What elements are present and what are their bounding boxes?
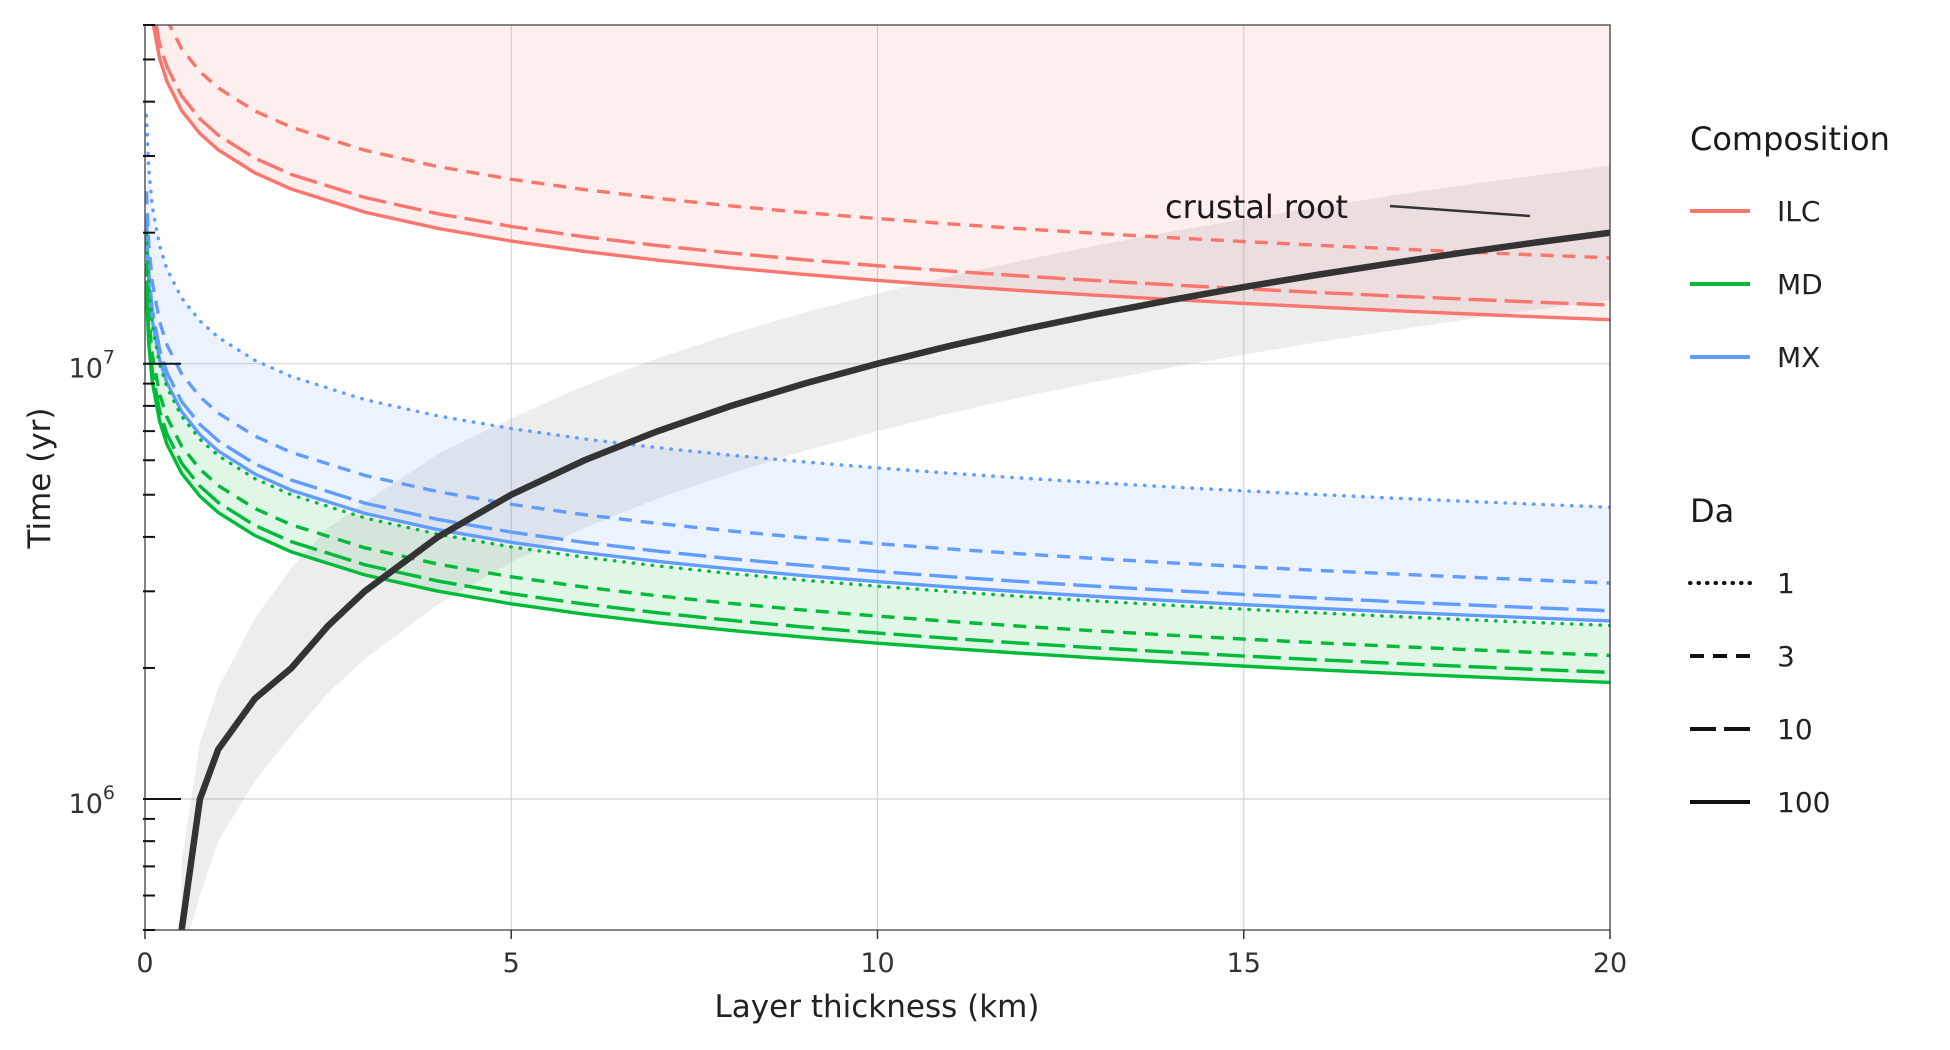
- legend-label-da-100: 100: [1777, 786, 1830, 819]
- legend-label-mx: MX: [1777, 341, 1820, 374]
- legend-composition-title: Composition: [1690, 120, 1890, 158]
- series-md-da3: [145, 263, 1610, 658]
- legend-composition-entries: ILC MD MX: [1690, 195, 1823, 374]
- y-tick-label: 106: [69, 782, 115, 820]
- legend-da-title: Da: [1690, 492, 1734, 530]
- shaded-region-md: [146, 233, 1610, 683]
- series-ilc-da10: [154, 25, 1610, 307]
- axes: 0 5 10 15 20 106 107: [69, 24, 1627, 979]
- legend: Composition ILC MD MX Da 1 3 10 100: [1688, 120, 1890, 819]
- y-axis-title: Time (yr): [22, 408, 58, 550]
- y-tick-label: 107: [69, 347, 115, 385]
- legend-label-da-3: 3: [1777, 640, 1795, 673]
- legend-label-da-10: 10: [1777, 713, 1813, 746]
- legend-da-entries: 1 3 10 100: [1688, 567, 1830, 819]
- x-tick-label: 5: [503, 948, 520, 979]
- series-mx-da10: [145, 218, 1610, 613]
- series-mx-da1: [145, 113, 1610, 509]
- crustal-root-line: [178, 229, 1610, 930]
- shaded-region-ilc: [153, 25, 1610, 320]
- crustal-root-annotation: crustal root: [1165, 188, 1348, 226]
- crustal-root-leader-line: [1389, 204, 1531, 218]
- series-ilc-da3: [167, 25, 1610, 260]
- series-mx-da100: [145, 229, 1610, 623]
- x-axis-title: Layer thickness (km): [715, 989, 1040, 1025]
- legend-label-ilc: ILC: [1777, 195, 1820, 228]
- series-md-da1: [145, 232, 1610, 628]
- x-tick-label: 20: [1593, 948, 1627, 979]
- series-mx-da3: [145, 191, 1610, 585]
- crustal-root-band-layer: [181, 165, 1610, 930]
- series-layer: [145, 25, 1610, 685]
- series-ilc-da100: [151, 25, 1610, 322]
- series-md-da100: [145, 290, 1610, 685]
- crustal-root-band: [181, 165, 1610, 930]
- legend-label-da-1: 1: [1777, 567, 1795, 600]
- x-tick-label: 0: [136, 948, 153, 979]
- series-md-da10: [145, 280, 1610, 675]
- crustal-root-layer: [178, 229, 1610, 930]
- legend-label-md: MD: [1777, 268, 1823, 301]
- x-tick-label: 15: [1227, 948, 1261, 979]
- x-tick-label: 10: [860, 948, 894, 979]
